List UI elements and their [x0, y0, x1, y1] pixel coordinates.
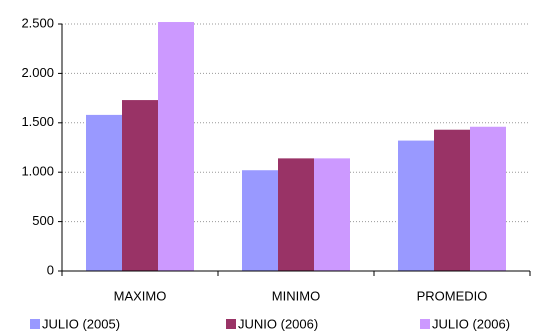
- bar: [86, 114, 122, 271]
- y-tick-label: 2.500: [21, 15, 54, 30]
- legend-swatch: [30, 319, 40, 329]
- bar: [158, 22, 194, 271]
- y-tick-label: 2.000: [21, 65, 54, 80]
- y-tick-label: 0: [47, 262, 54, 277]
- bar: [242, 170, 278, 271]
- bar: [434, 129, 470, 271]
- legend-label: JUNIO (2006): [238, 316, 318, 331]
- legend-label: JULIO (2006): [432, 316, 510, 331]
- legend-swatch: [226, 319, 236, 329]
- bar: [314, 158, 350, 271]
- legend-label: JULIO (2005): [42, 316, 120, 331]
- bar: [398, 140, 434, 271]
- y-tick-label: 500: [32, 213, 54, 228]
- x-tick-label: PROMEDIO: [417, 288, 488, 303]
- bar: [122, 100, 158, 272]
- x-tick-label: MAXIMO: [114, 288, 167, 303]
- y-tick-label: 1.500: [21, 114, 54, 129]
- y-tick-label: 1.000: [21, 164, 54, 179]
- bar: [278, 158, 314, 271]
- bar: [470, 126, 506, 271]
- x-tick-label: MINIMO: [272, 288, 320, 303]
- legend-swatch: [420, 319, 430, 329]
